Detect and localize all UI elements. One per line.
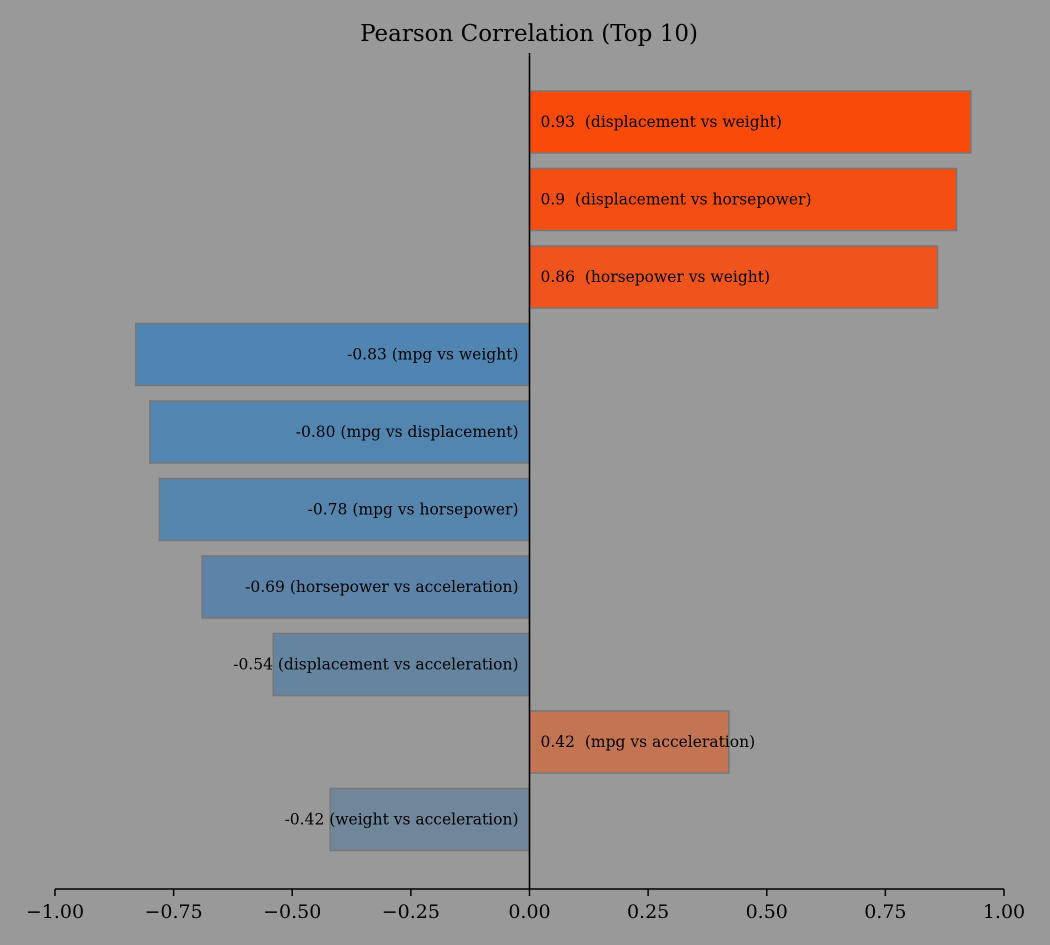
bar-0	[528, 90, 972, 154]
bar-3	[134, 322, 531, 387]
x-tick-label-6: 0.50	[746, 901, 788, 923]
x-tick-label-8: 1.00	[983, 901, 1025, 923]
bar-5	[158, 477, 531, 542]
bar-7	[272, 632, 531, 697]
bar-label-1: 0.9 (displacement vs horsepower)	[541, 191, 812, 209]
x-tick-label-2: −0.50	[263, 901, 321, 923]
bar-9	[329, 787, 531, 852]
x-tick-label-0: −1.00	[26, 901, 84, 923]
bar-label-3: -0.83 (mpg vs weight)	[347, 346, 518, 364]
x-tick-label-4: 0.00	[508, 901, 550, 923]
bar-labels-layer: 0.93 (displacement vs weight) 0.9 (displa…	[233, 113, 811, 829]
bar-2	[528, 245, 939, 309]
bar-label-4: -0.80 (mpg vs displacement)	[296, 423, 519, 441]
chart-title: Pearson Correlation (Top 10)	[360, 21, 698, 47]
bar-label-7: -0.54 (displacement vs acceleration)	[233, 656, 518, 674]
x-tick-label-3: −0.25	[382, 901, 440, 923]
x-axis-ticks: −1.00 −0.75 −0.50 −0.25 0.00 0.25 0.50 0.75 1.00	[26, 889, 1025, 923]
bar-label-9: -0.42 (weight vs acceleration)	[285, 811, 519, 829]
x-tick-label-5: 0.25	[627, 901, 669, 923]
bar-label-6: -0.69 (horsepower vs acceleration)	[245, 578, 518, 596]
bar-label-0: 0.93 (displacement vs weight)	[541, 113, 782, 131]
x-tick-label-1: −0.75	[145, 901, 203, 923]
bars-layer	[134, 90, 972, 852]
bar-label-2: 0.86 (horsepower vs weight)	[541, 268, 771, 286]
bar-4	[149, 400, 531, 464]
bar-1	[528, 167, 958, 232]
bar-label-8: 0.42 (mpg vs acceleration)	[541, 733, 756, 751]
bar-6	[201, 555, 531, 619]
x-tick-label-7: 0.75	[864, 901, 906, 923]
bar-label-5: -0.78 (mpg vs horsepower)	[308, 501, 519, 519]
